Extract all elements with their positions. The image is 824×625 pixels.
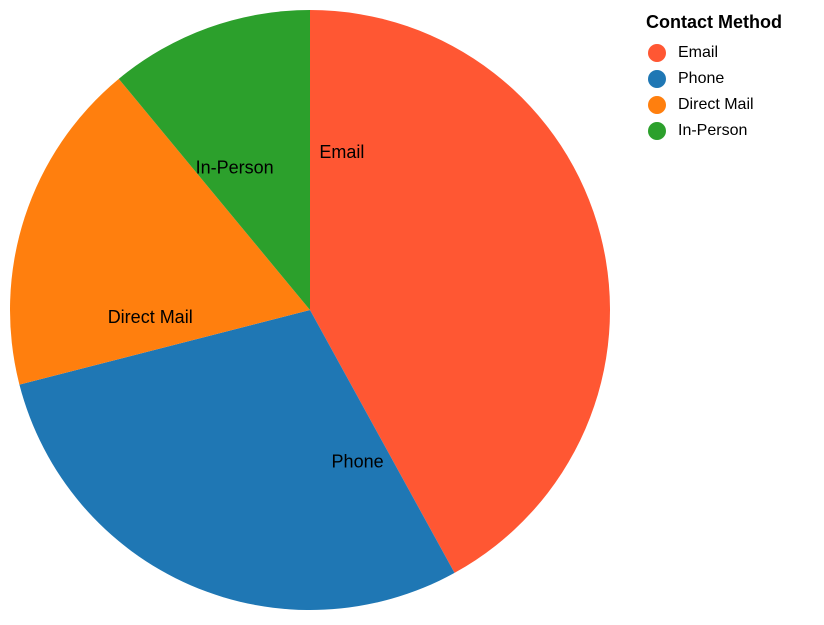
pie-slice-in-person xyxy=(118,10,311,310)
legend-items: Email Phone Direct Mail In-Person xyxy=(648,44,754,140)
legend-label-in-person: In-Person xyxy=(678,122,747,139)
legend-swatch-email xyxy=(648,44,666,62)
legend-swatch-phone xyxy=(648,70,666,88)
slice-label-phone: Phone xyxy=(332,452,384,472)
legend-label-phone: Phone xyxy=(678,70,724,87)
legend-label-email: Email xyxy=(678,44,718,61)
pie-slice-phone xyxy=(19,310,455,610)
legend-title: Contact Method xyxy=(646,12,782,32)
legend-label-direct-mail: Direct Mail xyxy=(678,96,754,113)
pie-slice-direct-mail xyxy=(10,78,311,385)
pie-slice-email xyxy=(310,9,611,573)
legend: Contact Method Email Phone Direct Mail In-P… xyxy=(646,12,782,140)
slice-label-direct-mail: Direct Mail xyxy=(108,307,193,327)
legend-swatch-direct-mail xyxy=(648,96,666,114)
slice-label-email: Email xyxy=(319,142,364,162)
pie-slice-labels: Email Phone Direct Mail In-Person xyxy=(108,142,384,472)
slice-label-in-person: In-Person xyxy=(196,158,274,178)
legend-swatch-in-person xyxy=(648,122,666,140)
pie-slices xyxy=(10,9,611,610)
